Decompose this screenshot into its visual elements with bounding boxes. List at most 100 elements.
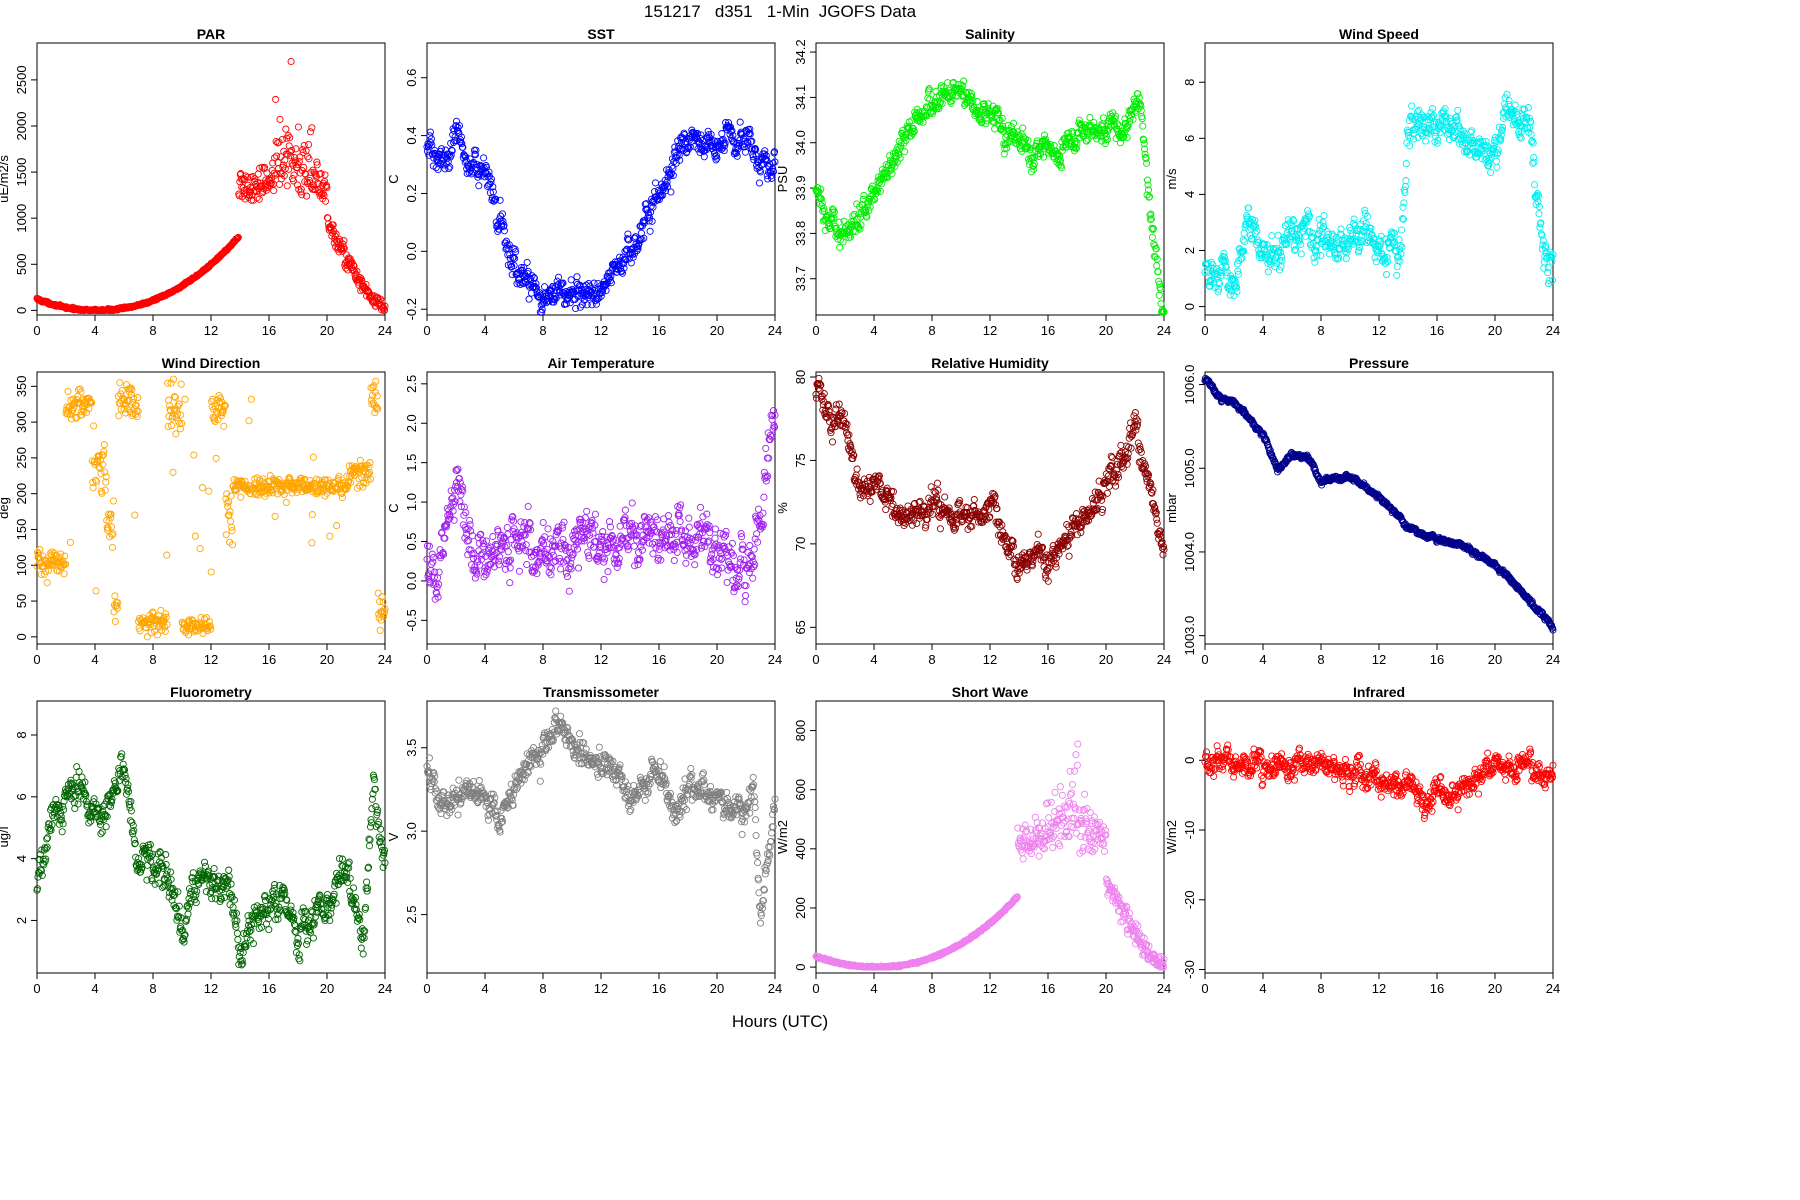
- data-point: [1153, 262, 1161, 270]
- data-point: [583, 507, 591, 515]
- data-point: [645, 217, 653, 225]
- data-point: [1393, 271, 1401, 279]
- panel-title: Salinity: [965, 26, 1015, 42]
- data-point: [760, 493, 768, 501]
- data-point: [272, 95, 280, 103]
- data-point: [480, 154, 488, 162]
- y-axis-label: %: [775, 502, 790, 514]
- data-point: [664, 183, 672, 191]
- data-point: [537, 291, 545, 299]
- data-point: [1400, 199, 1408, 207]
- y-tick-label: 34.0: [793, 130, 808, 155]
- data-point: [675, 151, 683, 159]
- data-point: [624, 230, 632, 238]
- data-point: [818, 199, 826, 207]
- data-point: [304, 153, 312, 161]
- y-tick-label: 2500: [14, 65, 29, 94]
- data-point: [172, 430, 180, 438]
- data-point: [740, 143, 749, 151]
- data-point: [273, 152, 281, 160]
- data-point: [741, 592, 750, 600]
- data-point: [60, 570, 68, 578]
- data-point: [651, 179, 660, 187]
- data-point: [308, 539, 316, 547]
- data-point: [525, 295, 533, 303]
- data-point: [750, 545, 758, 553]
- data-point: [340, 237, 348, 245]
- x-tick-label: 4: [91, 323, 98, 338]
- data-point: [462, 153, 470, 161]
- data-point: [503, 523, 511, 532]
- data-point: [356, 456, 364, 464]
- data-point: [552, 294, 560, 302]
- data-point: [285, 165, 293, 173]
- data-point: [853, 465, 861, 473]
- data-point: [92, 587, 100, 595]
- data-point: [235, 192, 243, 200]
- x-tick-label: 16: [652, 652, 666, 667]
- data-point: [294, 123, 302, 131]
- data-point: [453, 127, 462, 135]
- data-point: [630, 542, 638, 550]
- data-point: [1023, 566, 1031, 574]
- y-tick-label: 33.9: [793, 175, 808, 200]
- data-point: [317, 170, 325, 178]
- data-point: [572, 304, 580, 313]
- data-point: [705, 138, 713, 146]
- data-point: [222, 531, 230, 539]
- data-series: [1201, 90, 1557, 300]
- data-point: [1019, 124, 1027, 132]
- data-point: [1317, 252, 1325, 260]
- data-point: [169, 468, 177, 476]
- x-tick-label: 4: [481, 323, 488, 338]
- data-point: [866, 497, 874, 505]
- data-point: [234, 233, 242, 241]
- data-point: [1396, 242, 1405, 250]
- x-tick-label: 20: [710, 323, 724, 338]
- data-point: [1529, 139, 1537, 147]
- data-series: [423, 117, 779, 316]
- y-tick-label: 100: [14, 554, 29, 576]
- data-point: [64, 387, 72, 395]
- data-point: [1535, 210, 1543, 218]
- data-point: [522, 541, 530, 549]
- x-tick-label: 12: [594, 652, 608, 667]
- data-point: [713, 154, 721, 162]
- data-point: [655, 196, 663, 204]
- data-point: [623, 235, 631, 243]
- data-point: [492, 195, 500, 203]
- data-point: [308, 124, 316, 132]
- data-point: [973, 98, 981, 106]
- data-point: [290, 153, 299, 162]
- data-point: [769, 165, 777, 173]
- data-point: [634, 245, 642, 253]
- data-point: [284, 132, 292, 140]
- data-point: [817, 195, 825, 203]
- x-tick-label: 24: [1157, 652, 1171, 667]
- data-point: [304, 140, 313, 149]
- y-tick-label: 350: [14, 375, 29, 397]
- data-point: [565, 587, 573, 595]
- data-series: [423, 407, 779, 606]
- data-point: [115, 412, 123, 420]
- data-point: [1487, 168, 1495, 177]
- data-point: [298, 191, 306, 199]
- y-tick-label: 34.1: [793, 85, 808, 110]
- data-point: [685, 523, 693, 531]
- data-point: [705, 131, 713, 139]
- plot-frame: [1204, 42, 1554, 316]
- data-point: [726, 131, 734, 139]
- data-point: [1297, 250, 1305, 258]
- data-point: [1343, 249, 1351, 257]
- data-point: [435, 568, 443, 576]
- data-point: [131, 511, 139, 519]
- y-tick-label: 500: [14, 253, 29, 275]
- data-point: [489, 188, 497, 196]
- data-point: [313, 158, 321, 166]
- data-point: [278, 170, 286, 178]
- data-point: [817, 185, 825, 193]
